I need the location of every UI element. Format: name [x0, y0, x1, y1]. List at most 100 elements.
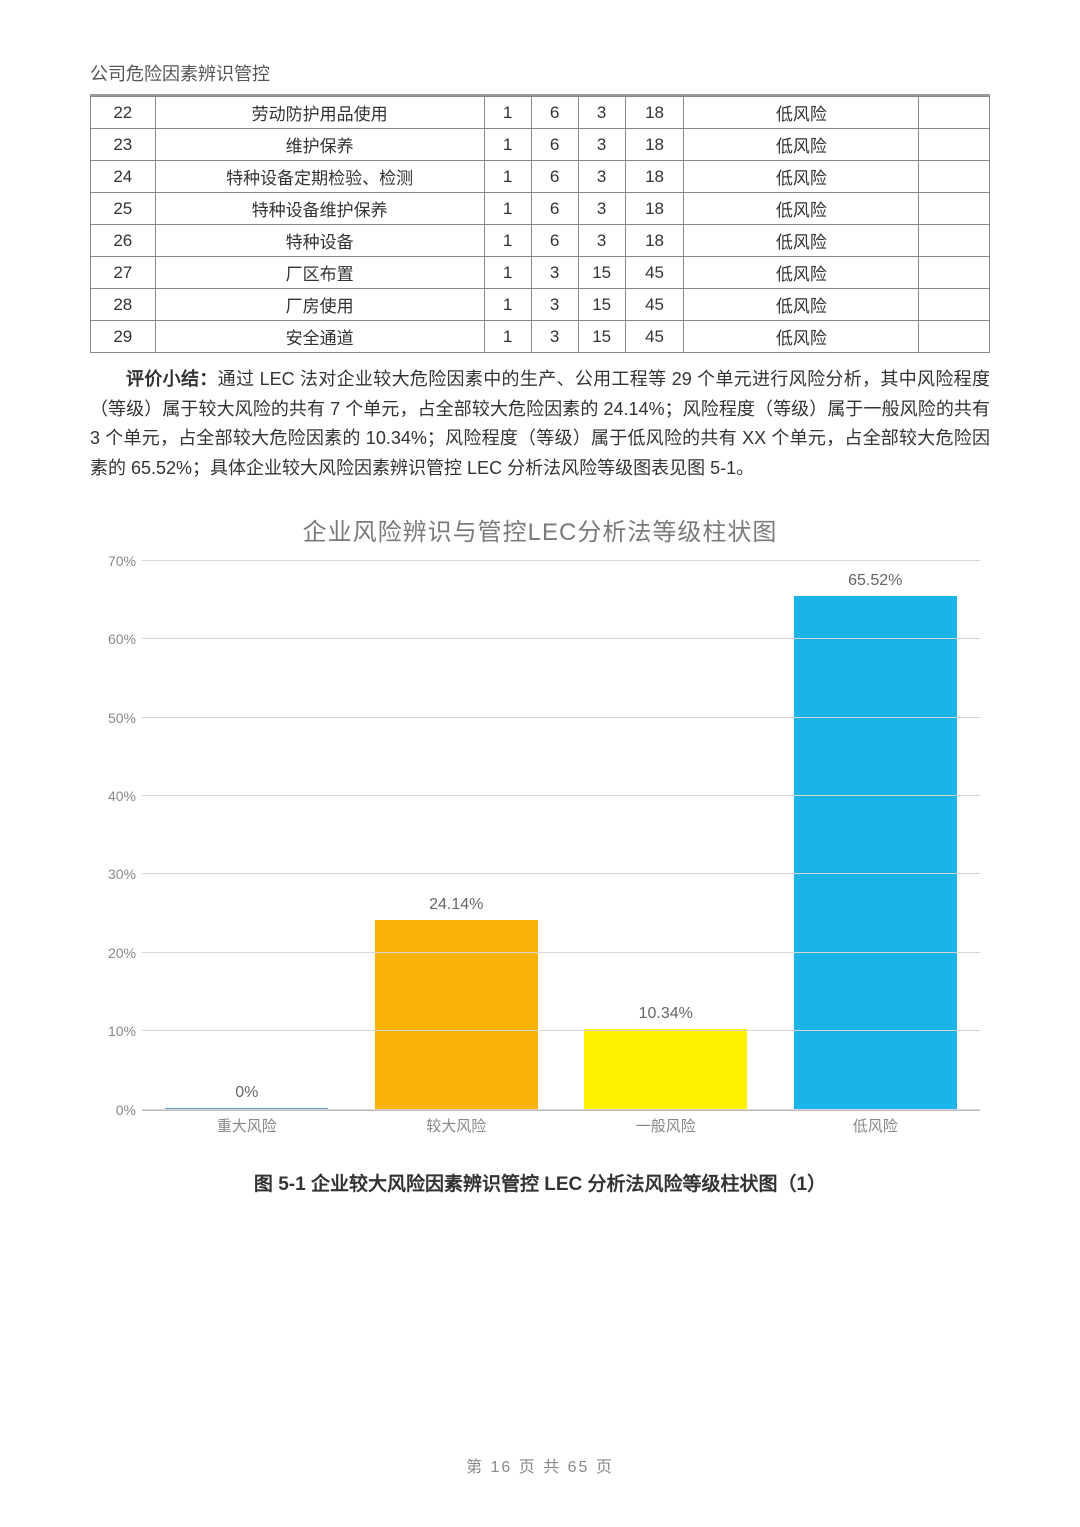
table-cell: 29 [91, 321, 156, 353]
table-cell: 1 [484, 161, 531, 193]
chart-bar-slot: 0%重大风险 [142, 561, 352, 1110]
table-cell: 6 [531, 129, 578, 161]
table-cell [919, 321, 990, 353]
table-cell: 23 [91, 129, 156, 161]
table-row: 27厂区布置131545低风险 [91, 257, 990, 289]
table-cell [919, 129, 990, 161]
table-cell: 3 [578, 225, 625, 257]
chart-y-tick: 10% [94, 1023, 136, 1039]
summary-paragraph: 评价小结：通过 LEC 法对企业较大危险因素中的生产、公用工程等 29 个单元进… [90, 365, 990, 484]
table-cell [919, 161, 990, 193]
table-cell: 1 [484, 97, 531, 129]
table-cell: 3 [578, 129, 625, 161]
table-cell: 低风险 [684, 257, 919, 289]
table-cell: 45 [625, 289, 684, 321]
table-cell: 26 [91, 225, 156, 257]
summary-lead: 评价小结： [126, 369, 218, 389]
table-cell: 27 [91, 257, 156, 289]
table-row: 26特种设备16318低风险 [91, 225, 990, 257]
table-cell: 1 [484, 289, 531, 321]
table-cell: 18 [625, 97, 684, 129]
chart-title: 企业风险辨识与管控LEC分析法等级柱状图 [90, 512, 990, 547]
table-cell: 厂房使用 [155, 289, 484, 321]
table-cell: 15 [578, 257, 625, 289]
table-row: 24特种设备定期检验、检测16318低风险 [91, 161, 990, 193]
chart-bar-value: 0% [165, 1084, 328, 1102]
table-cell: 1 [484, 321, 531, 353]
table-cell: 22 [91, 97, 156, 129]
table-cell: 6 [531, 193, 578, 225]
table-cell: 3 [578, 161, 625, 193]
table-row: 25特种设备维护保养16318低风险 [91, 193, 990, 225]
chart-y-tick: 30% [94, 866, 136, 882]
chart-bar: 65.52% [794, 596, 957, 1110]
table-cell: 特种设备维护保养 [155, 193, 484, 225]
table-cell: 1 [484, 129, 531, 161]
chart-gridline [142, 795, 980, 796]
chart-gridline [142, 560, 980, 561]
chart-gridline [142, 717, 980, 718]
chart-x-label: 低风险 [771, 1115, 981, 1136]
table-cell: 1 [484, 257, 531, 289]
table-cell: 3 [578, 193, 625, 225]
table-cell: 15 [578, 289, 625, 321]
table-cell [919, 193, 990, 225]
chart-x-label: 一般风险 [561, 1115, 771, 1136]
chart-bar-value: 65.52% [794, 572, 957, 590]
chart-bar-slot: 10.34%一般风险 [561, 561, 771, 1110]
table-row: 22劳动防护用品使用16318低风险 [91, 97, 990, 129]
table-cell: 低风险 [684, 225, 919, 257]
chart-gridline [142, 1030, 980, 1031]
table-row: 28厂房使用131545低风险 [91, 289, 990, 321]
table-cell [919, 225, 990, 257]
table-cell: 劳动防护用品使用 [155, 97, 484, 129]
chart-gridline [142, 873, 980, 874]
table-cell [919, 289, 990, 321]
chart-y-tick: 20% [94, 945, 136, 961]
chart-bar: 24.14% [375, 920, 538, 1109]
table-row: 23维护保养16318低风险 [91, 129, 990, 161]
table-cell: 18 [625, 129, 684, 161]
chart-plot-area: 0%重大风险24.14%较大风险10.34%一般风险65.52%低风险 0% 10… [142, 561, 980, 1111]
bar-chart: 0%重大风险24.14%较大风险10.34%一般风险65.52%低风险 0%10… [90, 561, 990, 1141]
chart-section: 企业风险辨识与管控LEC分析法等级柱状图 0%重大风险24.14%较大风险10.… [90, 512, 990, 1196]
table-cell: 低风险 [684, 289, 919, 321]
table-cell [919, 257, 990, 289]
table-cell: 45 [625, 257, 684, 289]
chart-y-tick: 40% [94, 788, 136, 804]
table-cell: 18 [625, 225, 684, 257]
table-cell: 24 [91, 161, 156, 193]
chart-y-tick: 70% [94, 553, 136, 569]
table-cell: 低风险 [684, 193, 919, 225]
table-cell: 特种设备定期检验、检测 [155, 161, 484, 193]
table-cell: 3 [578, 97, 625, 129]
chart-y-tick: 0% [94, 1102, 136, 1118]
chart-bar-value: 24.14% [375, 896, 538, 914]
summary-body: 通过 LEC 法对企业较大危险因素中的生产、公用工程等 29 个单元进行风险分析… [90, 369, 990, 478]
table-cell [919, 97, 990, 129]
table-cell: 18 [625, 161, 684, 193]
figure-caption: 图 5-1 企业较大风险因素辨识管控 LEC 分析法风险等级柱状图（1） [90, 1169, 990, 1196]
chart-x-label: 较大风险 [352, 1115, 562, 1136]
table-cell: 1 [484, 225, 531, 257]
table-cell: 6 [531, 225, 578, 257]
table-cell: 低风险 [684, 161, 919, 193]
table-cell: 3 [531, 257, 578, 289]
table-cell: 3 [531, 289, 578, 321]
table-cell: 6 [531, 97, 578, 129]
page-footer: 第 16 页 共 65 页 [0, 1453, 1080, 1477]
chart-y-tick: 50% [94, 710, 136, 726]
chart-bar-value: 10.34% [584, 1005, 747, 1023]
table-cell: 3 [531, 321, 578, 353]
table-cell: 6 [531, 161, 578, 193]
table-cell: 25 [91, 193, 156, 225]
chart-bar-slot: 65.52%低风险 [771, 561, 981, 1110]
chart-gridline [142, 952, 980, 953]
table-cell: 特种设备 [155, 225, 484, 257]
table-cell: 1 [484, 193, 531, 225]
table-cell: 15 [578, 321, 625, 353]
table-cell: 28 [91, 289, 156, 321]
chart-bars: 0%重大风险24.14%较大风险10.34%一般风险65.52%低风险 [142, 561, 980, 1110]
chart-bar-slot: 24.14%较大风险 [352, 561, 562, 1110]
risk-table: 22劳动防护用品使用16318低风险23维护保养16318低风险24特种设备定期… [90, 96, 990, 353]
